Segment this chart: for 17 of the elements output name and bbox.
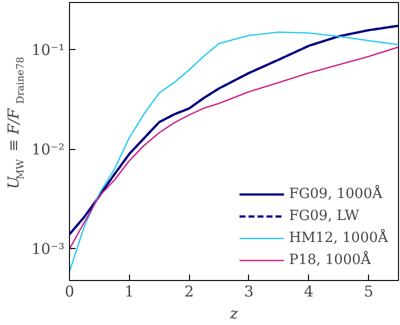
y-tick-label: 10⁻² [31, 140, 65, 158]
y-tick-label: 10⁻¹ [31, 40, 65, 59]
x-tick-label: 2 [184, 282, 194, 300]
legend-label: FG09, 1000Å [289, 186, 382, 202]
y-axis-title: UMW ≡ F/FDraine78 [4, 56, 26, 189]
legend-label: HM12, 1000Å [289, 230, 388, 246]
x-axis-title: z [229, 304, 238, 322]
x-tick-label: 3 [244, 282, 254, 300]
line-series [70, 31, 398, 272]
x-tick-label: 0 [64, 282, 74, 300]
x-tick-label: 1 [124, 282, 134, 300]
x-tick-label: 4 [304, 282, 314, 300]
legend-label: P18, 1000Å [289, 252, 371, 268]
line-series [70, 46, 398, 250]
legend-label: FG09, LW [289, 208, 360, 224]
y-tick-label: 10⁻³ [31, 240, 65, 258]
x-tick-label: 5 [364, 282, 374, 300]
